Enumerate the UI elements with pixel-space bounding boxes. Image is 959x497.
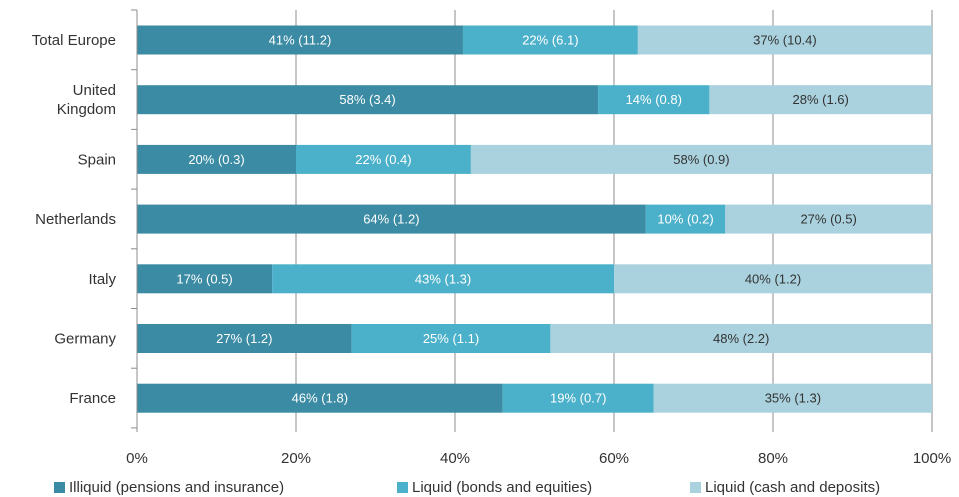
category-label: France: [69, 390, 116, 407]
bar-segment: [637, 25, 932, 55]
category-label: Italy: [88, 271, 116, 288]
bar-data-label: 22% (6.1): [522, 33, 578, 48]
bar-data-label: 46% (1.8): [292, 391, 348, 406]
bar-segment: [502, 383, 654, 413]
category-label: Netherlands: [35, 211, 116, 228]
x-tick-labels: 0% 20% 40% 60% 80% 100%: [126, 450, 951, 467]
bar-data-label: 10% (0.2): [657, 212, 713, 227]
legend-label: Illiquid (pensions and insurance): [69, 479, 284, 496]
bar-data-label: 41% (11.2): [269, 33, 332, 48]
bar-segment: [462, 25, 638, 55]
axes: [131, 9, 138, 432]
bar-segment: [137, 25, 463, 55]
legend-swatch: [690, 482, 701, 493]
category-label: United Kingdom: [57, 82, 116, 118]
bar-segment: [653, 383, 932, 413]
bar-data-label: 43% (1.3): [415, 271, 471, 286]
bar-segment: [645, 204, 726, 234]
x-tick-label: 80%: [758, 450, 788, 467]
category-label: Germany: [54, 331, 116, 348]
legend-label: Liquid (cash and deposits): [705, 479, 880, 496]
bar-segment: [550, 324, 932, 353]
legend-item: Liquid (bonds and equities): [397, 479, 592, 496]
x-tick-label: 60%: [599, 450, 629, 467]
bar-segment: [296, 144, 471, 174]
category-label: Spain: [78, 151, 116, 168]
legend-label: Liquid (bonds and equities): [412, 479, 592, 496]
bar-segment: [709, 85, 932, 115]
x-tick-label: 100%: [913, 450, 951, 467]
x-tick-label: 20%: [281, 450, 311, 467]
bar-segment: [137, 324, 352, 353]
bar-data-label: 25% (1.1): [423, 331, 479, 346]
legend-swatch: [54, 482, 65, 493]
bar-segment: [614, 264, 932, 294]
bar-data-label: 27% (1.2): [216, 331, 272, 346]
legend-item: Illiquid (pensions and insurance): [54, 479, 284, 496]
legend: Illiquid (pensions and insurance) Liquid …: [54, 479, 880, 496]
bar-segment: [272, 264, 614, 294]
bar-data-label: 19% (0.7): [550, 391, 606, 406]
bar-data-label: 37% (10.4): [753, 33, 817, 48]
bar-segment: [351, 324, 551, 353]
bar-data-label: 14% (0.8): [626, 92, 682, 107]
bar-segment: [137, 85, 599, 115]
bar-segment: [470, 144, 932, 174]
legend-swatch: [397, 482, 408, 493]
bar-data-label: 64% (1.2): [363, 212, 419, 227]
bar-segment: [137, 204, 646, 234]
bar-data-label: 58% (3.4): [339, 92, 395, 107]
bar-data-label: 28% (1.6): [793, 92, 849, 107]
bar-data-label: 20% (0.3): [188, 152, 244, 167]
category-label: Total Europe: [32, 32, 116, 49]
bar-segment: [137, 264, 273, 294]
bar-data-label: 40% (1.2): [745, 271, 801, 286]
bar-data-label: 48% (2.2): [713, 331, 769, 346]
bar-data-label: 35% (1.3): [765, 391, 821, 406]
bar-segment: [137, 144, 296, 174]
legend-item: Liquid (cash and deposits): [690, 479, 880, 496]
bar-data-label: 58% (0.9): [673, 152, 729, 167]
bars: 41% (11.2) 22% (6.1) 37% (10.4) 58% (3.4) 14…: [137, 25, 932, 413]
x-tick-label: 0%: [126, 450, 148, 467]
bar-data-label: 27% (0.5): [800, 212, 856, 227]
x-tick-label: 40%: [440, 450, 470, 467]
bar-segment: [137, 383, 503, 413]
bar-data-label: 17% (0.5): [176, 271, 232, 286]
bar-data-label: 22% (0.4): [355, 152, 411, 167]
bar-segment: [598, 85, 710, 115]
bar-segment: [725, 204, 932, 234]
category-labels: Total Europe United Kingdom Spain Netherland…: [32, 32, 117, 407]
